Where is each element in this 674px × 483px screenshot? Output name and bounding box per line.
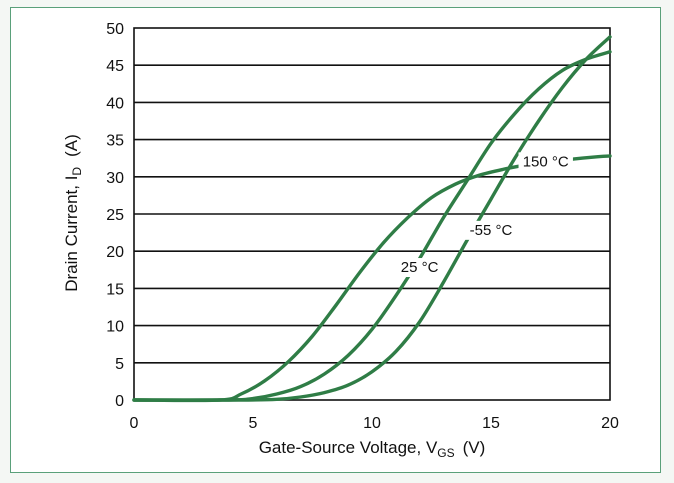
y-tick-label: 15 xyxy=(106,281,124,298)
chart-frame: 0 5 10 15 20 25 30 35 40 45 50 0 5 10 15 20 150 °C 25 °… xyxy=(10,7,661,473)
x-tick-label: 0 xyxy=(130,415,139,432)
curve-label-150-c: 150 °C xyxy=(523,153,569,170)
x-axis-label-unit: (V) xyxy=(463,438,486,457)
curve-label-bg xyxy=(463,220,519,240)
x-tick-labels: 0 5 10 15 20 xyxy=(130,415,619,432)
y-tick-label: 45 xyxy=(106,58,124,75)
y-tick-label: 5 xyxy=(115,356,124,373)
y-tick-label: 25 xyxy=(106,207,124,224)
y-tick-label: 10 xyxy=(106,319,124,336)
x-tick-label: 10 xyxy=(363,415,381,432)
x-tick-label: 20 xyxy=(601,415,619,432)
y-tick-label: 30 xyxy=(106,170,124,187)
curve-55-c xyxy=(132,35,612,402)
x-axis-label-sub: GS xyxy=(437,446,454,460)
drain-current-chart: 0 5 10 15 20 25 30 35 40 45 50 0 5 10 15 20 150 °C 25 °… xyxy=(62,21,619,460)
curve-25-c xyxy=(132,50,612,402)
y-tick-label: 40 xyxy=(106,95,124,112)
curve-label-55-c: -55 °C xyxy=(470,222,513,239)
x-axis-label: Gate-Source Voltage, VGS (V) xyxy=(259,438,486,460)
x-tick-label: 5 xyxy=(249,415,258,432)
x-axis-label-main: Gate-Source Voltage, V xyxy=(259,438,438,457)
plot-area-border xyxy=(133,27,611,401)
curve-label-bg xyxy=(396,258,443,278)
y-tick-label: 20 xyxy=(106,244,124,261)
x-tick-label: 15 xyxy=(482,415,500,432)
curves xyxy=(132,35,612,403)
y-axis-label-main: Drain Current, I xyxy=(62,176,81,292)
y-axis-label-unit: (A) xyxy=(62,134,81,157)
curve-labels: 150 °C 25 °C -55 °C xyxy=(396,152,573,278)
curve-label-25-c: 25 °C xyxy=(401,259,439,276)
y-axis-label: Drain Current, ID (A) xyxy=(62,134,84,292)
y-tick-labels: 0 5 10 15 20 25 30 35 40 45 50 xyxy=(106,21,124,410)
y-axis-label-sub: D xyxy=(70,167,84,176)
curve-label-bg xyxy=(518,152,573,172)
y-tick-label: 50 xyxy=(106,21,124,38)
curve-150-c xyxy=(132,154,612,403)
y-tick-label: 35 xyxy=(106,133,124,150)
y-tick-label: 0 xyxy=(115,393,124,410)
grid-lines xyxy=(134,64,610,364)
